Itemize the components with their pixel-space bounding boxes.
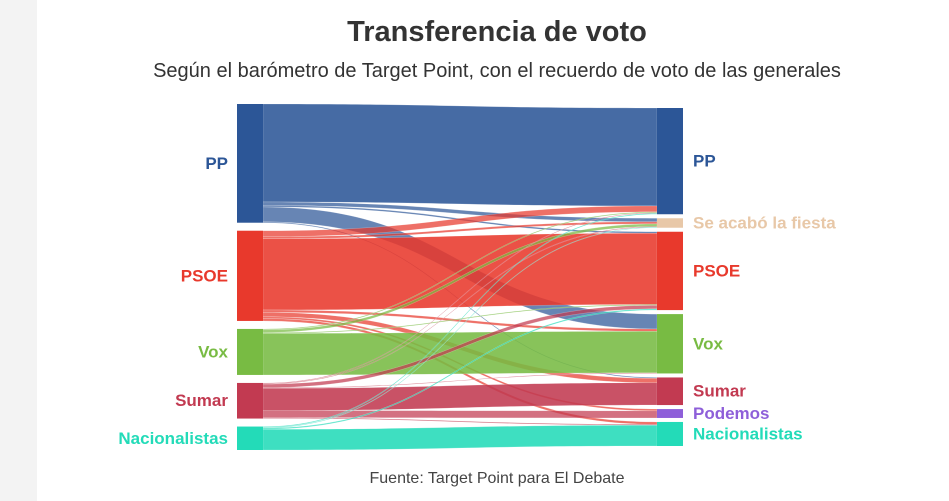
target-node-psoe: [657, 231, 683, 311]
link-nacionalistas-to-nacionalistas: [262, 424, 658, 451]
link-pp-to-pp: [262, 103, 658, 207]
link-nacionalistas-to-pp: [262, 213, 658, 428]
target-node-podemos: [657, 409, 683, 418]
source-node-vox: [237, 328, 263, 375]
target-label-pp: PP: [693, 152, 716, 171]
target-node-nacionalistas: [657, 421, 683, 446]
target-label-salf: Se acabó la fiesta: [693, 213, 836, 232]
chart-title: Transferencia de voto: [347, 16, 647, 48]
chart-subtitle: Según el barómetro de Target Point, con …: [153, 60, 841, 82]
target-label-vox: Vox: [693, 334, 723, 353]
link-sumar-to-vox: [262, 372, 658, 389]
source-label-sumar: Sumar: [175, 391, 228, 410]
target-node-sumar: [657, 377, 683, 406]
target-node-salf: [657, 218, 683, 228]
target-label-sumar: Sumar: [693, 382, 746, 401]
chart-source: Fuente: Target Point para El Debate: [369, 470, 625, 487]
target-node-pp: [657, 108, 683, 215]
link-sumar-to-podemos: [262, 410, 658, 419]
source-label-vox: Vox: [198, 342, 228, 361]
target-label-podemos: Podemos: [693, 404, 770, 423]
sankey-chart: PP PSOE Vox Sumar Nacionalistas PP Se acabó la…: [118, 103, 836, 451]
target-node-vox: [657, 314, 683, 374]
source-node-sumar: [237, 382, 263, 419]
source-label-nacionalistas: Nacionalistas: [118, 429, 228, 448]
chart-card: Transferencia de voto Según el barómetro…: [37, 0, 949, 501]
source-node-nacionalistas: [237, 426, 263, 450]
sankey-links: [262, 103, 658, 451]
target-label-psoe: PSOE: [693, 261, 740, 280]
source-node-psoe: [237, 230, 263, 321]
source-label-psoe: PSOE: [181, 266, 228, 285]
source-label-pp: PP: [205, 154, 228, 173]
target-label-nacionalistas: Nacionalistas: [693, 424, 803, 443]
source-node-pp: [237, 104, 263, 223]
link-nacionalistas-to-salf: [262, 226, 658, 429]
link-sumar-to-sumar: [262, 382, 658, 411]
